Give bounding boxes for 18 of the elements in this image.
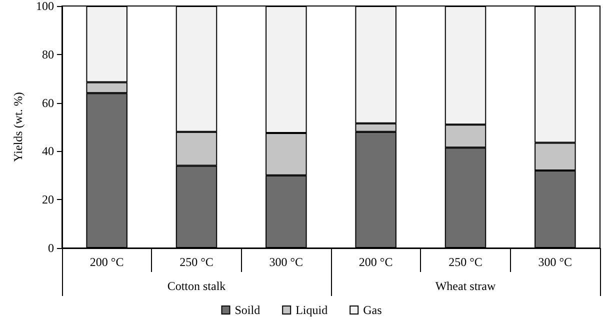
x-tick-label: 200 °C bbox=[358, 255, 393, 269]
x-tick-label: 200 °C bbox=[90, 255, 124, 269]
legend-label: Soild bbox=[234, 303, 260, 317]
y-tick-label: 40 bbox=[42, 144, 54, 158]
y-tick-label: 60 bbox=[42, 96, 54, 110]
y-tick-label: 0 bbox=[48, 241, 54, 255]
y-tick-label: 20 bbox=[42, 192, 54, 207]
x-tick-label: 300 °C bbox=[269, 255, 304, 269]
x-tick-label: 250 °C bbox=[180, 255, 214, 269]
y-axis-title: Yields (wt. %) bbox=[11, 92, 25, 162]
text: Cotton stalk bbox=[167, 279, 226, 293]
legend-label: Liquid bbox=[296, 303, 328, 317]
y-tick-label: 80 bbox=[42, 47, 54, 62]
text: Wheat straw bbox=[435, 279, 496, 293]
y-tick-label: 100 bbox=[36, 0, 54, 13]
x-tick-label: 300 °C bbox=[538, 255, 572, 269]
x-tick-label: 250 °C bbox=[448, 255, 482, 269]
legend-label: Gas bbox=[363, 303, 382, 317]
